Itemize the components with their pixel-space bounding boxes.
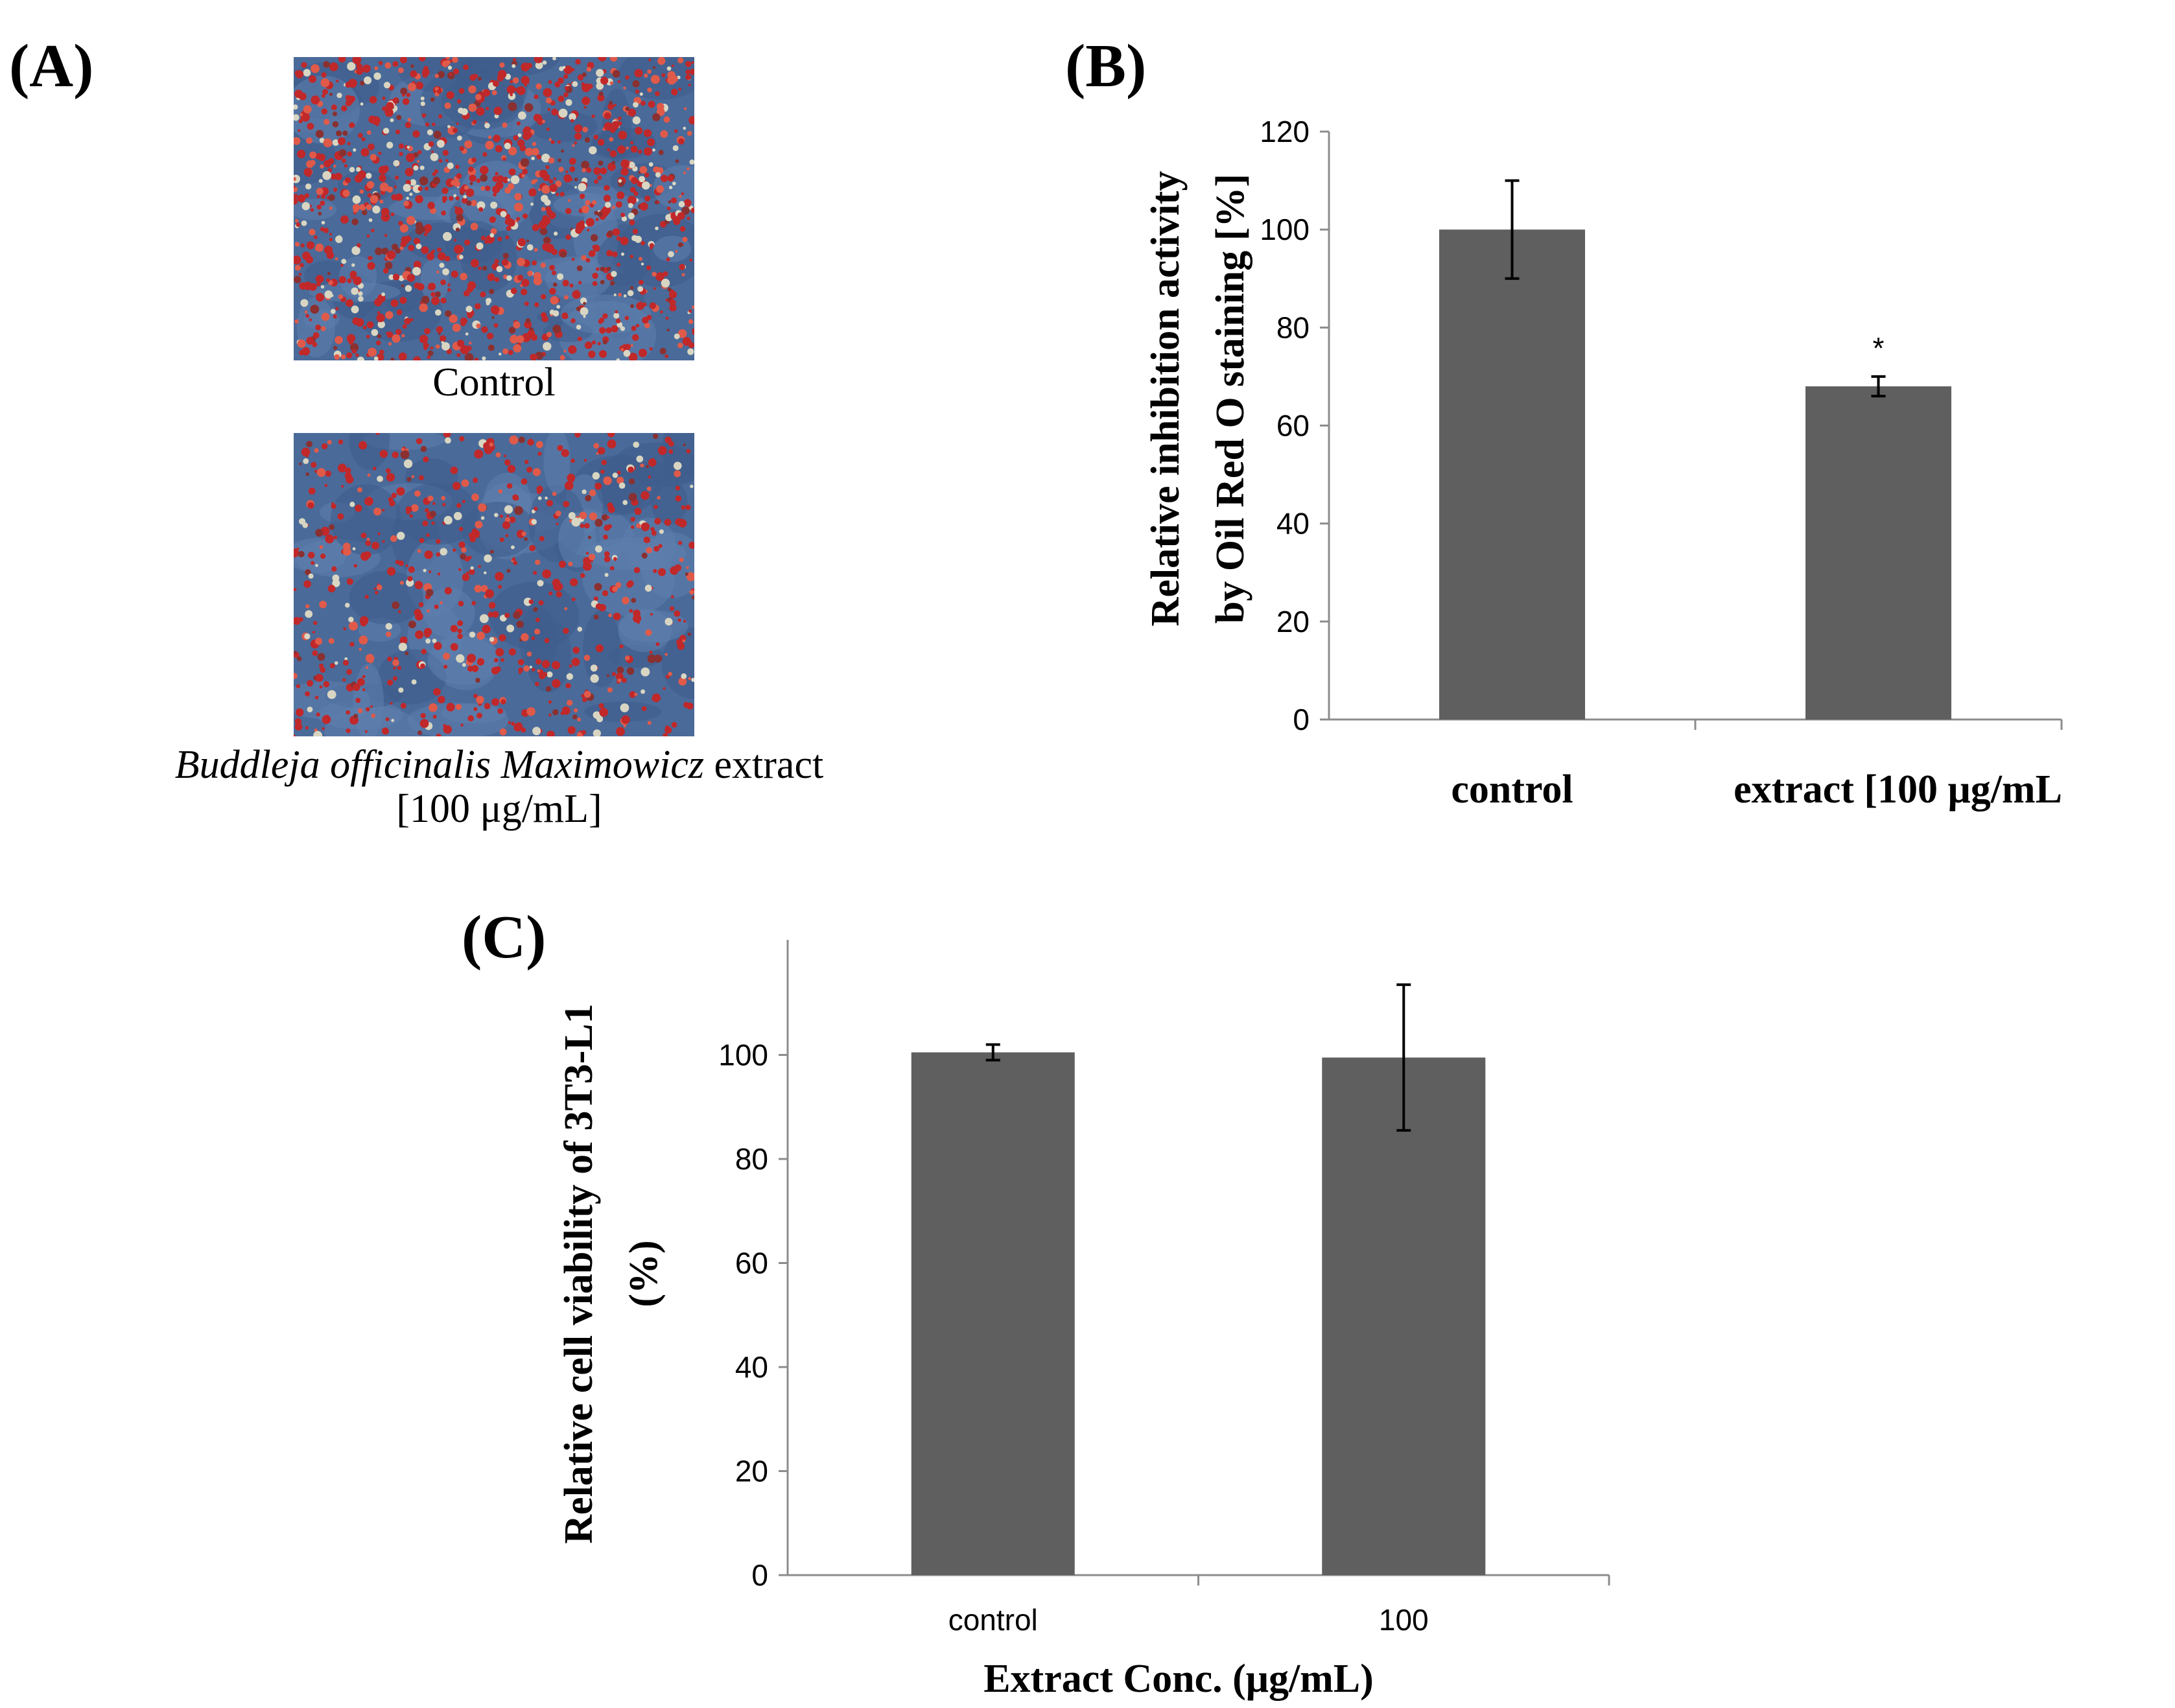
y-tick-label: 60 — [735, 1246, 768, 1280]
category-label: control — [948, 1603, 1038, 1637]
y-tick-label: 100 — [718, 1038, 768, 1072]
y-axis-label: Relative inhibition activity — [1144, 171, 1188, 627]
panel-c-label: (C) — [462, 904, 547, 971]
caption-control: Control — [432, 360, 556, 404]
bar-2 — [1805, 386, 1951, 719]
bar-2 — [1322, 1057, 1486, 1575]
bar-1 — [1439, 229, 1585, 719]
y-tick-label: 60 — [1276, 409, 1310, 443]
y-tick-label: 0 — [751, 1558, 768, 1592]
caption-extract-word: extract — [714, 743, 824, 787]
y-tick-label: 80 — [1276, 310, 1310, 344]
category-label: control — [1451, 767, 1573, 812]
y-tick-label: 100 — [1260, 213, 1310, 246]
y-tick-label: 40 — [1276, 507, 1310, 541]
micrograph-extract — [294, 433, 694, 736]
bar-1 — [911, 1052, 1075, 1575]
x-axis-label: Extract Conc. (μg/mL) — [983, 1657, 1374, 1701]
y-tick-label: 40 — [735, 1350, 768, 1384]
y-tick-label: 20 — [1276, 605, 1310, 638]
caption-extract: Buddleja officinalis Maximowicz extract … — [123, 743, 875, 831]
chart-c: 0 20 40 60 80 100 control 100 Relative cell viab… — [557, 940, 1610, 1701]
y-axis-label: Relative cell viability of 3T3-L1 — [557, 1003, 601, 1543]
category-label: extract [100 μg/mL — [1734, 767, 2062, 812]
y-tick-label: 20 — [735, 1455, 768, 1488]
category-label: 100 — [1379, 1603, 1429, 1637]
y-axis-label: by Oil Red O staining [%] — [1208, 174, 1252, 624]
y-axis-label: (%) — [622, 1240, 666, 1307]
panel-b-label: (B) — [1065, 32, 1147, 100]
panel-a-label: (A) — [9, 32, 94, 100]
micrograph-control — [294, 57, 694, 360]
caption-species: Buddleja officinalis Maximowicz — [174, 743, 705, 787]
y-tick-label: 120 — [1260, 115, 1310, 148]
y-tick-label: 0 — [1293, 703, 1310, 736]
caption-dose: [100 μg/mL] — [396, 787, 602, 831]
significance-mark: * — [1873, 331, 1885, 365]
chart-b: 0 20 40 60 80 100 120 control * extract [100 μg/m… — [1144, 115, 2063, 812]
y-tick-label: 80 — [735, 1142, 768, 1176]
